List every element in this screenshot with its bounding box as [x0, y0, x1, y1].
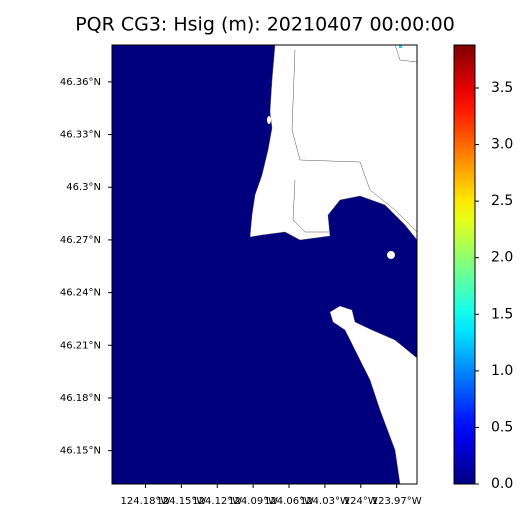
island [267, 116, 271, 124]
colorbar-tick-label: 2.0 [491, 250, 513, 266]
colorbar-tick-label: 3.5 [491, 80, 513, 96]
coastline [292, 179, 330, 233]
wave-spot [399, 45, 402, 48]
coastline [291, 49, 418, 233]
y-tick-label: 46.24°N [60, 288, 101, 299]
y-tick-label: 46.15°N [60, 446, 101, 457]
chart-title: PQR CG3: Hsig (m): 20210407 00:00:00 [75, 14, 455, 36]
x-tick-label: 123.97°W [372, 496, 422, 507]
x-tick-label: 124.15°W [156, 496, 206, 507]
x-tick-label: 124.03°W [300, 496, 350, 507]
y-tick-label: 46.36°N [60, 77, 101, 88]
x-tick-label: 124.18°W [121, 496, 171, 507]
map [111, 44, 418, 485]
colorbar-tick-label: 0.5 [491, 419, 513, 435]
colorbar [453, 44, 476, 485]
y-tick-label: 46.18°N [60, 393, 101, 404]
y-tick-label: 46.3°N [66, 182, 101, 193]
colorbar-tick-label: 2.5 [491, 193, 513, 209]
island [387, 251, 395, 259]
x-tick-label: 124.09°W [228, 496, 278, 507]
x-tick-label: 124°W [344, 496, 378, 507]
colorbar-tick-label: 1.5 [491, 306, 513, 322]
coastline [394, 44, 418, 63]
map-frame [111, 44, 418, 485]
colorbar-tick-label: 1.0 [491, 363, 513, 379]
y-tick-label: 46.21°N [60, 340, 101, 351]
y-tick-label: 46.27°N [60, 235, 101, 246]
y-tick-label: 46.33°N [60, 130, 101, 141]
land [249, 44, 418, 241]
x-tick-label: 124.12°W [192, 496, 242, 507]
x-tick-label: 124.06°W [264, 496, 314, 507]
colorbar-tick-label: 3.0 [491, 137, 513, 153]
colorbar-tick-label: 0.0 [491, 476, 513, 492]
